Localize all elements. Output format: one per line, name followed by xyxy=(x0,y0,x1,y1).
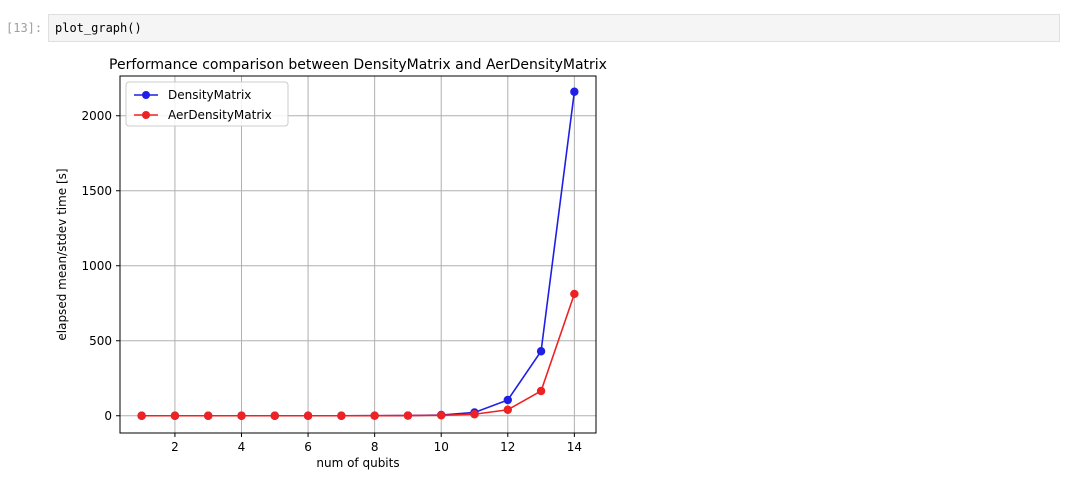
code-cell: [13]: plot_graph() xyxy=(0,12,1071,46)
data-point xyxy=(536,386,546,396)
x-tick-label: 4 xyxy=(238,440,246,454)
performance-chart: Performance comparison between DensityMa… xyxy=(55,57,607,470)
legend-marker-1 xyxy=(142,111,150,119)
y-tick-label: 0 xyxy=(104,409,112,423)
data-point xyxy=(337,411,346,420)
x-tick-label: 14 xyxy=(567,440,582,454)
x-tick-label: 8 xyxy=(371,440,379,454)
data-point xyxy=(470,410,479,419)
x-tick-label: 12 xyxy=(500,440,515,454)
data-point xyxy=(270,411,279,420)
legend-marker-0 xyxy=(142,91,150,99)
code-input[interactable]: plot_graph() xyxy=(48,14,1060,42)
x-tick-label: 2 xyxy=(171,440,179,454)
data-point xyxy=(303,411,313,420)
y-tick-label: 1000 xyxy=(81,259,112,273)
y-tick-label: 1500 xyxy=(81,184,112,198)
x-tick-label: 10 xyxy=(434,440,449,454)
data-point xyxy=(204,411,213,420)
x-axis-label: num of qubits xyxy=(316,456,399,470)
code-text: plot_graph() xyxy=(55,21,142,35)
legend-box xyxy=(125,81,289,127)
series-line-1 xyxy=(141,293,576,417)
data-point xyxy=(437,411,446,420)
data-point xyxy=(370,411,379,420)
data-point xyxy=(170,411,180,420)
data-point xyxy=(536,347,546,356)
y-tick-label: 2000 xyxy=(81,109,112,123)
legend-label-1: AerDensityMatrix xyxy=(168,108,272,122)
plot-frame xyxy=(119,75,597,434)
series-line-0 xyxy=(141,91,576,417)
y-tick-label: 500 xyxy=(89,334,112,348)
data-point xyxy=(570,87,579,96)
data-point xyxy=(503,395,512,405)
data-point xyxy=(570,289,579,299)
data-point xyxy=(503,405,512,414)
cell-prompt: [13]: xyxy=(6,21,43,35)
data-point xyxy=(237,411,246,420)
legend-label-0: DensityMatrix xyxy=(168,88,251,102)
y-axis-label: elapsed mean/stdev time [s] xyxy=(55,168,69,340)
data-point xyxy=(403,411,413,420)
legend: DensityMatrix AerDensityMatrix xyxy=(125,81,289,127)
x-tick-label: 6 xyxy=(304,440,312,454)
data-point xyxy=(137,411,146,420)
chart-title: Performance comparison between DensityMa… xyxy=(109,57,607,73)
